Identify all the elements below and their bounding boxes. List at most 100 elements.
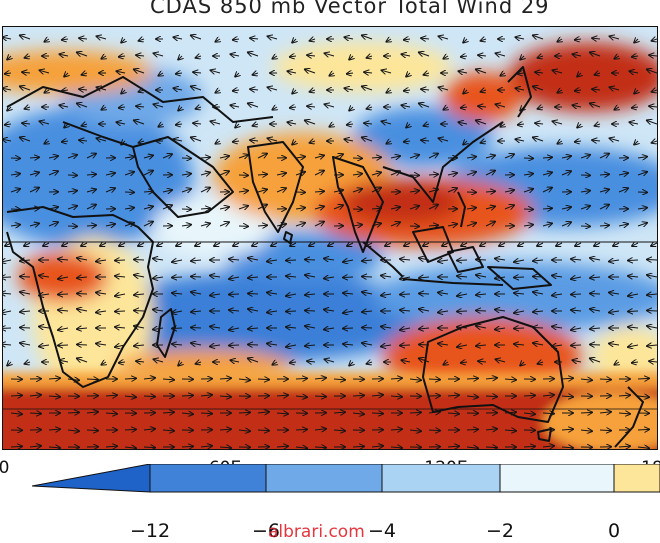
wind-arrow [400, 259, 411, 260]
wind-arrow [305, 326, 316, 328]
wind-arrow [200, 172, 210, 175]
wind-arrow [406, 73, 410, 77]
wind-arrow [390, 396, 402, 397]
wind-arrow [295, 396, 307, 397]
wind-arrow [325, 53, 335, 56]
wind-arrow [181, 446, 193, 447]
wind-arrow [349, 56, 353, 60]
wind-arrow [200, 413, 212, 414]
wind-arrow [421, 140, 430, 141]
wind-arrow [634, 90, 638, 94]
wind-arrow [381, 294, 392, 296]
wind-arrow [656, 157, 657, 158]
wind-arrow [386, 39, 391, 42]
wind-arrow [181, 174, 191, 175]
wind-arrow [314, 429, 326, 430]
wind-arrow [523, 446, 535, 447]
wind-arrow [333, 379, 345, 380]
wind-arrow [609, 344, 620, 346]
colorbar-bin-2 [265, 464, 383, 493]
wind-arrow [461, 56, 468, 57]
wind-arrow [347, 124, 354, 125]
wind-arrow [48, 378, 60, 379]
wind-arrow [22, 72, 31, 73]
wind-arrow [105, 224, 115, 226]
wind-arrow [649, 55, 657, 56]
wind-arrow [443, 107, 448, 110]
wind-arrow [58, 259, 69, 260]
wind-arrow [371, 223, 381, 226]
westerly-belt [3, 372, 657, 449]
colorbar-tick-neg2: −2 [485, 520, 515, 542]
wind-arrow [457, 260, 468, 261]
wind-arrow [515, 139, 525, 141]
wind-arrow [25, 107, 30, 109]
wind-arrow [290, 243, 297, 246]
wind-arrow [154, 104, 164, 107]
wind-arrow [10, 446, 22, 447]
wind-arrow [136, 55, 145, 56]
colorbar-tick-neg6: −6 [251, 520, 281, 542]
wind-arrow [409, 379, 421, 380]
wind-arrow [571, 277, 582, 279]
wind-arrow [325, 359, 335, 362]
wind-arrow [29, 223, 39, 226]
wind-arrow [552, 294, 563, 296]
wind-arrow [628, 260, 639, 261]
wind-arrow [3, 344, 12, 345]
wind-arrow [557, 90, 562, 93]
wind-arrow [248, 309, 259, 311]
wind-arrow [219, 156, 229, 158]
wind-arrow [176, 243, 183, 246]
wind-arrow [158, 124, 163, 127]
wind-arrow [421, 38, 430, 39]
wind-arrow [115, 327, 126, 328]
wind-arrow [305, 345, 316, 346]
wind-arrow [29, 395, 41, 396]
wind-arrow [5, 124, 12, 125]
wind-arrow [173, 88, 183, 90]
wind-arrow [466, 396, 478, 397]
wind-arrow [542, 157, 552, 158]
wind-arrow [400, 310, 411, 311]
wind-arrow [219, 207, 229, 209]
wind-arrow [20, 260, 31, 261]
wind-arrow [628, 276, 639, 277]
wind-arrow [352, 225, 362, 226]
wind-arrow [39, 327, 50, 329]
wind-arrow [343, 328, 354, 329]
wind-arrow [276, 224, 286, 226]
wind-arrow [172, 277, 183, 278]
wind-arrow [233, 39, 240, 40]
wind-arrow [211, 121, 221, 124]
wind-arrow [276, 395, 288, 396]
wind-arrow [333, 154, 343, 158]
wind-arrow [349, 362, 353, 366]
wind-arrow [324, 277, 335, 279]
wind-arrow [25, 362, 30, 364]
wind-arrow [7, 56, 11, 60]
wind-arrow [119, 107, 126, 108]
wind-arrow [253, 73, 258, 75]
watermark: albrari.com [268, 522, 365, 542]
wind-arrow [656, 378, 657, 379]
wind-arrow [590, 258, 601, 260]
wind-arrow [362, 277, 373, 278]
wind-arrow [81, 243, 88, 246]
wind-arrow [138, 243, 145, 246]
wind-arrow [196, 56, 201, 58]
wind-arrow [172, 293, 183, 294]
wind-arrow [381, 327, 392, 329]
wind-arrow [409, 206, 419, 209]
wind-arrow [82, 124, 87, 126]
wind-arrow [561, 447, 573, 448]
wind-arrow [305, 69, 316, 73]
wind-arrow [295, 223, 305, 226]
wind-arrow [428, 379, 440, 380]
wind-arrow [466, 429, 478, 430]
wind-arrow [40, 70, 50, 73]
wind-arrow [599, 189, 609, 192]
wind-arrow [292, 39, 296, 43]
wind-arrow [419, 277, 430, 278]
map-title: CDAS 850 mb Vector Total Wind 29 [150, 0, 550, 18]
